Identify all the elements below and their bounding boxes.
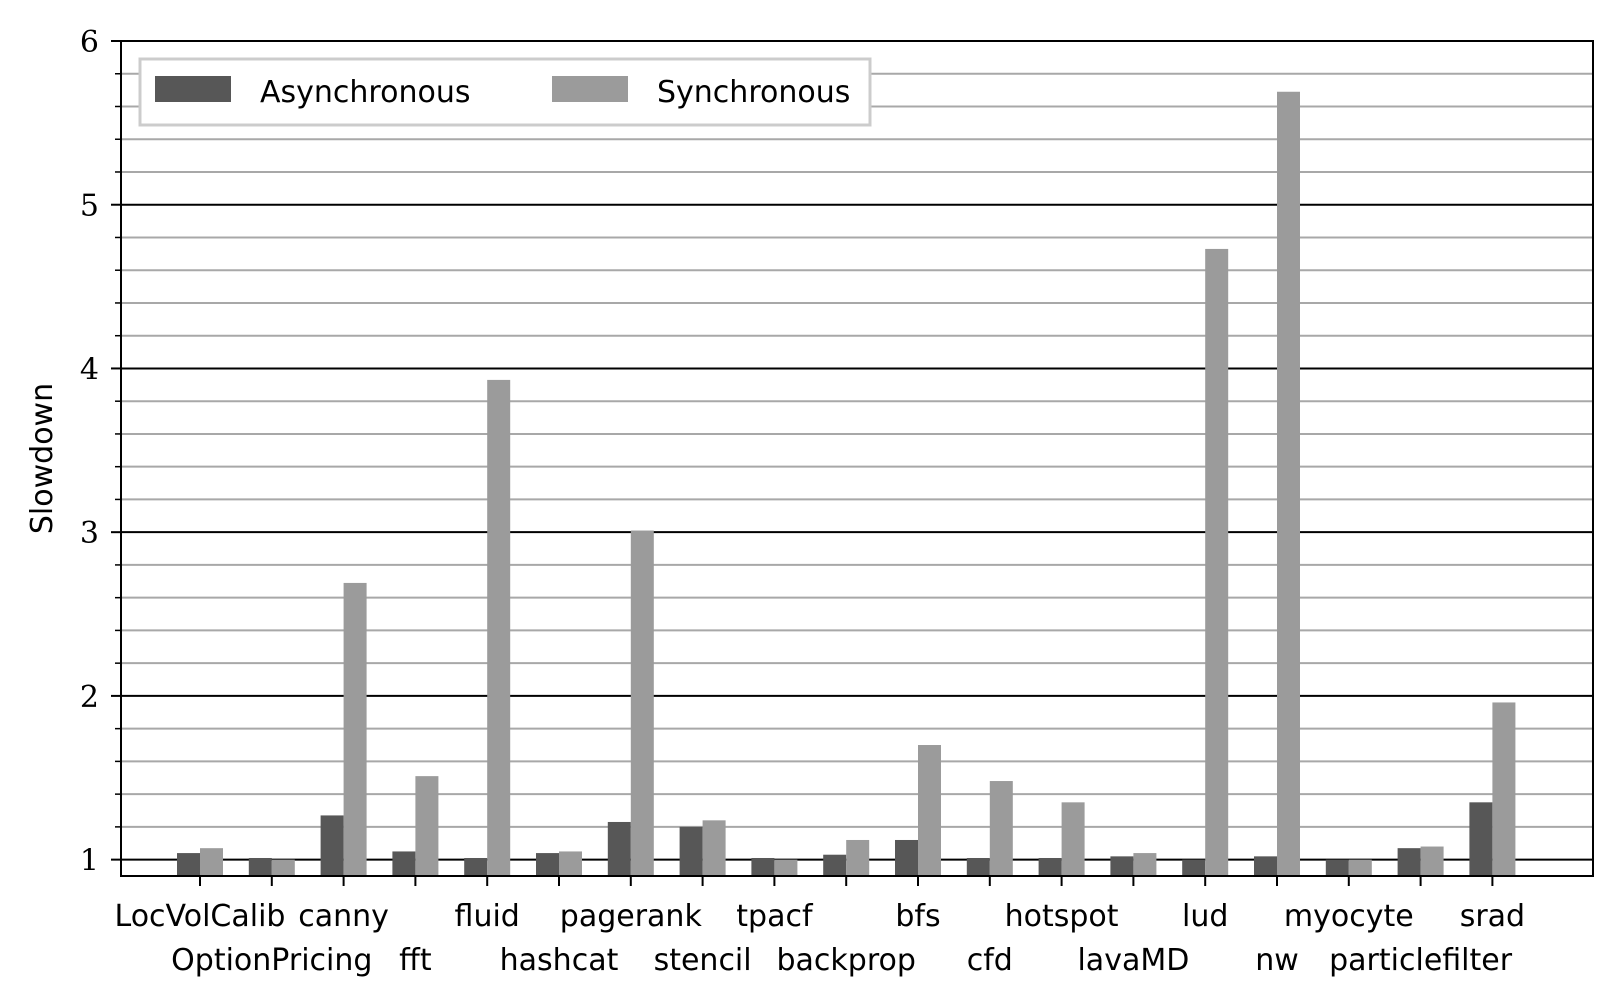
bar-asynchronous-optionpricing xyxy=(248,857,272,876)
bar-synchronous-pagerank xyxy=(630,530,654,876)
bar-synchronous-fluid xyxy=(487,379,511,876)
x-tick-label: backprop xyxy=(776,943,915,978)
legend-swatch-asynchronous xyxy=(155,76,231,102)
bar-synchronous-srad xyxy=(1492,702,1516,876)
bar-asynchronous-nw xyxy=(1254,856,1277,876)
bar-asynchronous-hotspot xyxy=(1038,857,1062,876)
x-tick-label: particlefilter xyxy=(1329,943,1513,978)
x-tick-label: OptionPricing xyxy=(171,943,372,978)
bar-asynchronous-lud xyxy=(1182,859,1206,876)
bar-asynchronous-lavamd xyxy=(1110,856,1134,876)
bar-synchronous-myocyte xyxy=(1348,859,1372,876)
legend-label-asynchronous: Asynchronous xyxy=(260,75,470,110)
bar-synchronous-fft xyxy=(415,776,439,876)
x-axis: LocVolCalib OptionPricing canny fft fluid has… xyxy=(115,876,1525,978)
bar-asynchronous-pagerank xyxy=(607,821,631,876)
x-tick-label: canny xyxy=(298,899,389,934)
x-tick-label: LocVolCalib xyxy=(115,899,286,934)
bar-asynchronous-hashcat xyxy=(536,853,559,876)
y-tick-label: 3 xyxy=(80,516,99,551)
y-tick-label: 2 xyxy=(80,680,99,715)
y-tick-label: 4 xyxy=(80,352,99,387)
x-tick-label: srad xyxy=(1460,899,1525,934)
x-tick-label: myocyte xyxy=(1284,899,1414,934)
x-tick-label: hashcat xyxy=(500,943,619,978)
legend-box xyxy=(138,57,872,127)
bar-asynchronous-stencil xyxy=(679,826,703,876)
bar-synchronous-hashcat xyxy=(559,851,582,876)
bar-synchronous-hotspot xyxy=(1061,802,1085,876)
bar-synchronous-tpacf xyxy=(774,859,798,876)
y-axis: 1 2 3 4 5 6 xyxy=(80,25,121,879)
x-tick-label: tpacf xyxy=(736,899,814,934)
bar-asynchronous-tpacf xyxy=(751,857,775,876)
y-tick-label: 5 xyxy=(80,189,99,224)
bar-synchronous-nw xyxy=(1277,91,1300,877)
x-tick-label: lud xyxy=(1182,899,1228,934)
bar-asynchronous-backprop xyxy=(823,854,847,876)
bar-synchronous-lavamd xyxy=(1133,853,1157,876)
bar-synchronous-backprop xyxy=(846,839,870,876)
bar-synchronous-cfd xyxy=(989,781,1013,876)
bars xyxy=(177,91,1516,877)
bar-synchronous-stencil xyxy=(702,820,726,876)
bar-synchronous-bfs xyxy=(918,745,941,876)
bar-asynchronous-locvolcalib xyxy=(177,853,200,876)
x-tick-label: fft xyxy=(399,943,432,978)
x-tick-label: nw xyxy=(1255,943,1299,978)
y-tick-label: 1 xyxy=(80,844,99,879)
x-tick-label: cfd xyxy=(967,943,1013,978)
bar-synchronous-locvolcalib xyxy=(200,848,223,876)
x-tick-label: pagerank xyxy=(560,899,703,934)
bar-asynchronous-fft xyxy=(392,851,416,876)
bar-synchronous-particlefilter xyxy=(1420,846,1444,876)
plot-frame xyxy=(120,40,1594,877)
legend-label-synchronous: Synchronous xyxy=(657,75,850,110)
bar-asynchronous-srad xyxy=(1469,802,1493,876)
x-tick-label: lavaMD xyxy=(1077,943,1189,978)
bar-asynchronous-myocyte xyxy=(1325,859,1349,876)
bar-asynchronous-fluid xyxy=(464,857,488,876)
x-tick-label: hotspot xyxy=(1005,899,1119,934)
x-tick-label: bfs xyxy=(895,899,940,934)
bar-asynchronous-particlefilter xyxy=(1397,848,1421,876)
bar-asynchronous-cfd xyxy=(966,857,990,876)
y-tick-label: 6 xyxy=(80,25,99,60)
x-tick-label: fluid xyxy=(455,899,520,934)
bar-asynchronous-bfs xyxy=(895,839,918,876)
bar-synchronous-canny xyxy=(343,582,367,876)
bar-asynchronous-canny xyxy=(320,815,344,876)
y-axis-label: Slowdown xyxy=(25,383,60,534)
grid-lines xyxy=(121,40,1593,861)
legend-swatch-synchronous xyxy=(552,76,628,102)
bar-synchronous-optionpricing xyxy=(271,859,295,876)
x-tick-label: stencil xyxy=(654,943,752,978)
legend: Asynchronous Synchronous xyxy=(138,57,872,127)
bar-synchronous-lud xyxy=(1205,248,1229,876)
